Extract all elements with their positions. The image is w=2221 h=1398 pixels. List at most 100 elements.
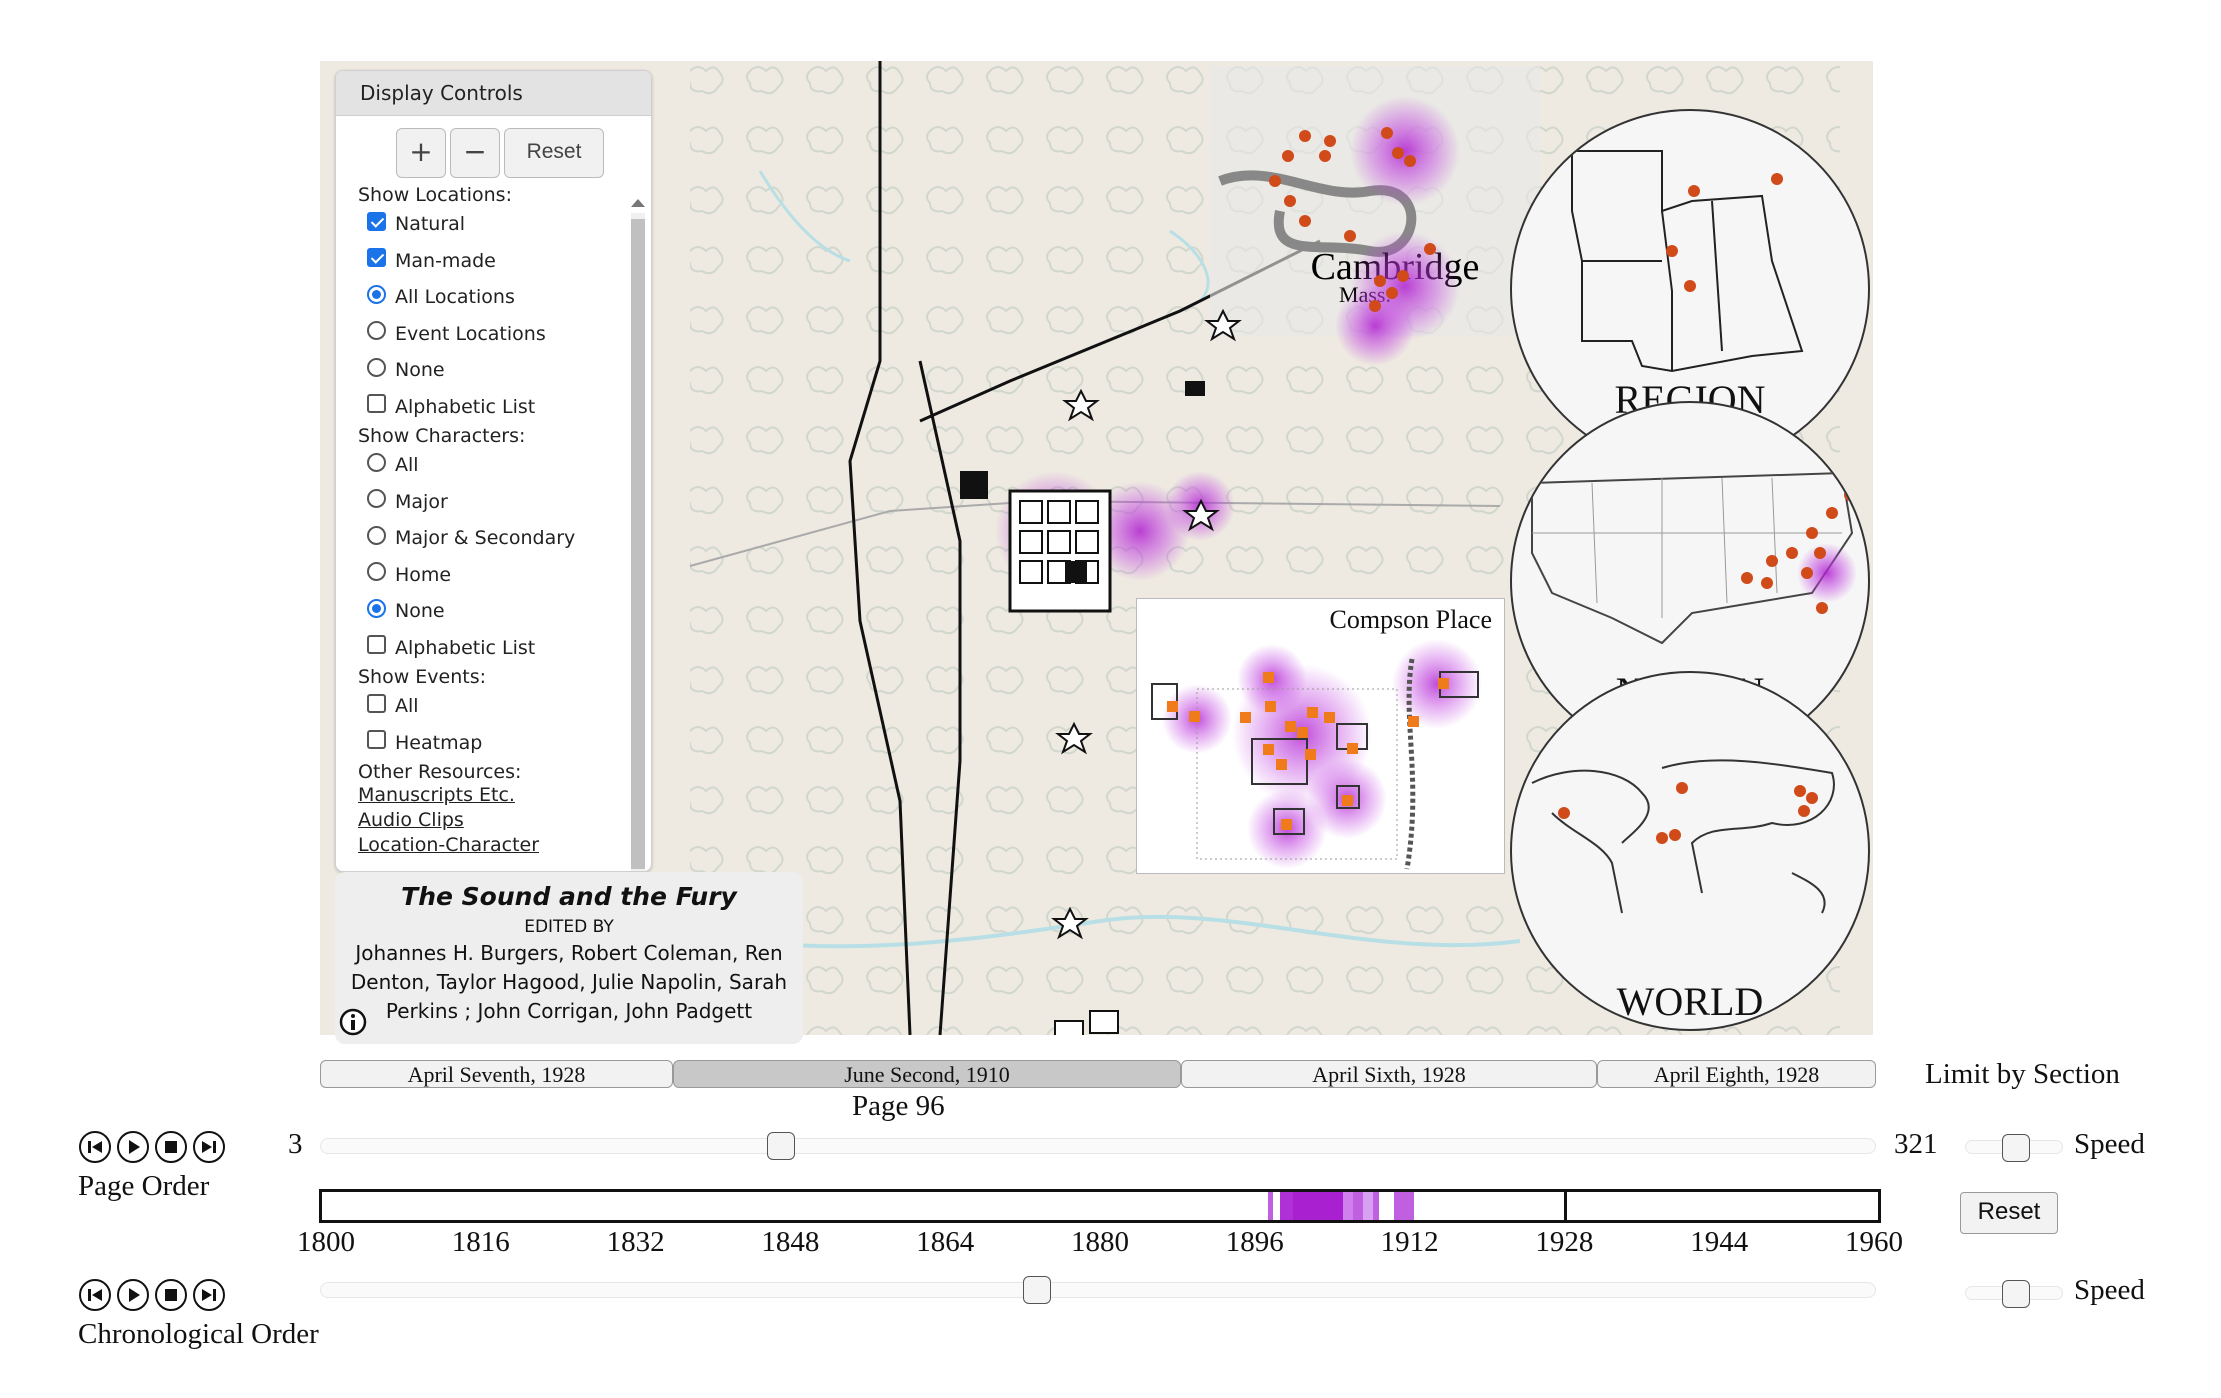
compson-place-map bbox=[1151, 639, 1482, 870]
locations-option[interactable]: All Locations bbox=[358, 279, 643, 316]
locations-option[interactable]: Alphabetic List bbox=[358, 389, 643, 426]
chrono-play-icon[interactable] bbox=[116, 1278, 150, 1312]
page-stop-icon[interactable] bbox=[154, 1130, 188, 1164]
chrono-skip-back-icon[interactable] bbox=[78, 1278, 112, 1312]
cambridge-location-dots[interactable] bbox=[1269, 127, 1436, 312]
chrono-playback-controls bbox=[78, 1278, 226, 1312]
locations-radio[interactable] bbox=[367, 357, 386, 377]
chrono-stop-icon[interactable] bbox=[154, 1278, 188, 1312]
characters-option[interactable]: Alphabetic List bbox=[358, 630, 643, 667]
manuscripts-link[interactable]: Manuscripts Etc. bbox=[358, 784, 515, 806]
locations-radio[interactable] bbox=[367, 321, 386, 341]
characters-option[interactable]: Home bbox=[358, 557, 643, 594]
page-playback-controls bbox=[78, 1130, 226, 1164]
page-slider-handle[interactable] bbox=[766, 1132, 795, 1160]
compson-place-inset[interactable]: Compson Place bbox=[1136, 598, 1505, 874]
section-june-second-button[interactable]: June Second, 1910 bbox=[673, 1060, 1181, 1088]
zoom-in-button[interactable]: + bbox=[396, 128, 446, 178]
timeline-tick-label: 1960 bbox=[1845, 1226, 1903, 1258]
zoom-reset-button[interactable]: Reset bbox=[504, 128, 604, 178]
events-option[interactable]: All bbox=[358, 688, 643, 725]
scrollbar-thumb[interactable] bbox=[631, 219, 645, 869]
show-events-label: Show Events: bbox=[358, 666, 487, 688]
town-buildings[interactable] bbox=[960, 381, 1205, 613]
show-characters-label: Show Characters: bbox=[358, 425, 526, 447]
zoom-out-button[interactable]: − bbox=[450, 128, 500, 178]
characters-option-label: Alphabetic List bbox=[395, 636, 536, 659]
timeline-tick-label: 1912 bbox=[1380, 1226, 1439, 1258]
audio-clips-link[interactable]: Audio Clips bbox=[358, 809, 464, 831]
world-inset[interactable]: WORLD bbox=[1510, 671, 1870, 1031]
timeline-tick-label: 1864 bbox=[916, 1226, 975, 1258]
timeline-tick-label: 1880 bbox=[1071, 1226, 1129, 1258]
characters-option[interactable]: None bbox=[358, 593, 643, 630]
page-min-label: 3 bbox=[288, 1128, 303, 1160]
timeline-tick-label: 1896 bbox=[1225, 1226, 1284, 1258]
event-star-markers[interactable] bbox=[1051, 308, 1242, 1035]
page-skip-forward-icon[interactable] bbox=[192, 1130, 226, 1164]
chrono-skip-forward-icon[interactable] bbox=[192, 1278, 226, 1312]
characters-option-label: None bbox=[395, 600, 445, 623]
location-character-link[interactable]: Location-Character bbox=[358, 834, 540, 856]
locations-option-label: Man-made bbox=[395, 249, 496, 272]
other-resources-label: Other Resources: bbox=[358, 761, 522, 783]
show-locations-label: Show Locations: bbox=[358, 184, 512, 206]
timeline-tick-label: 1848 bbox=[761, 1226, 820, 1258]
characters-radio[interactable] bbox=[367, 562, 386, 582]
title-card: The Sound and the Fury EDITED BY Johanne… bbox=[335, 872, 803, 1044]
limit-by-section-label: Limit by Section bbox=[1925, 1058, 2120, 1090]
characters-option-label: All bbox=[395, 454, 419, 477]
locations-checkbox[interactable] bbox=[367, 211, 386, 231]
editors-list: Johannes H. Burgers, Robert Coleman, Ren… bbox=[350, 941, 788, 1023]
locations-checkbox[interactable] bbox=[367, 248, 386, 268]
scroll-up-arrow-icon[interactable] bbox=[631, 199, 645, 207]
events-checkbox[interactable] bbox=[367, 693, 386, 713]
page-play-icon[interactable] bbox=[116, 1130, 150, 1164]
chrono-slider-handle[interactable] bbox=[1022, 1276, 1051, 1304]
characters-option[interactable]: Major & Secondary bbox=[358, 520, 643, 557]
page-max-label: 321 bbox=[1894, 1128, 1938, 1160]
locations-option-label: Event Locations bbox=[395, 322, 546, 345]
characters-checkbox[interactable] bbox=[367, 635, 386, 655]
characters-radio[interactable] bbox=[367, 598, 386, 618]
locations-option[interactable]: None bbox=[358, 352, 643, 389]
events-option[interactable]: Heatmap bbox=[358, 725, 643, 762]
characters-option-label: Major bbox=[395, 490, 448, 513]
events-checkbox[interactable] bbox=[367, 730, 386, 750]
section-april-sixth-button[interactable]: April Sixth, 1928 bbox=[1181, 1060, 1597, 1088]
timeline-reset-button[interactable]: Reset bbox=[1960, 1192, 2058, 1234]
page-speed-slider-handle[interactable] bbox=[2002, 1134, 2030, 1162]
info-icon[interactable] bbox=[339, 1008, 367, 1036]
characters-option[interactable]: Major bbox=[358, 484, 643, 521]
section-april-eighth-button[interactable]: April Eighth, 1928 bbox=[1597, 1060, 1876, 1088]
locations-option[interactable]: Man-made bbox=[358, 243, 643, 280]
controls-scrollbar[interactable] bbox=[625, 199, 649, 871]
locations-option-label: All Locations bbox=[395, 286, 515, 309]
edited-by-label: EDITED BY bbox=[524, 917, 614, 937]
timeline-tick-label: 1816 bbox=[451, 1226, 510, 1258]
locations-radio[interactable] bbox=[367, 284, 386, 304]
timeline-tick-label: 1800 bbox=[297, 1226, 355, 1258]
page-order-label: Page Order bbox=[78, 1170, 210, 1202]
characters-radio[interactable] bbox=[367, 452, 386, 472]
characters-radio[interactable] bbox=[367, 489, 386, 509]
locations-option[interactable]: Natural bbox=[358, 206, 643, 243]
locations-option[interactable]: Event Locations bbox=[358, 316, 643, 353]
chrono-slider-track[interactable] bbox=[320, 1282, 1876, 1298]
timeline-tick-label: 1944 bbox=[1690, 1226, 1749, 1258]
world-label: WORLD bbox=[1616, 979, 1764, 1024]
nation-map-shape bbox=[1531, 471, 1857, 645]
locations-option-label: None bbox=[395, 359, 445, 382]
characters-option-label: Home bbox=[395, 563, 452, 586]
year-timeline[interactable] bbox=[319, 1189, 1881, 1223]
events-option-label: Heatmap bbox=[395, 731, 483, 754]
page-slider-track[interactable] bbox=[320, 1138, 1876, 1154]
page-skip-back-icon[interactable] bbox=[78, 1130, 112, 1164]
chrono-speed-slider-handle[interactable] bbox=[2002, 1280, 2030, 1308]
characters-option[interactable]: All bbox=[358, 447, 643, 484]
characters-radio[interactable] bbox=[367, 525, 386, 545]
display-controls-panel[interactable]: Display Controls + − Reset Show Location… bbox=[335, 70, 652, 872]
section-april-seventh-button[interactable]: April Seventh, 1928 bbox=[320, 1060, 673, 1088]
timeline-heat-bands bbox=[1268, 1192, 1414, 1220]
locations-checkbox[interactable] bbox=[367, 394, 386, 414]
